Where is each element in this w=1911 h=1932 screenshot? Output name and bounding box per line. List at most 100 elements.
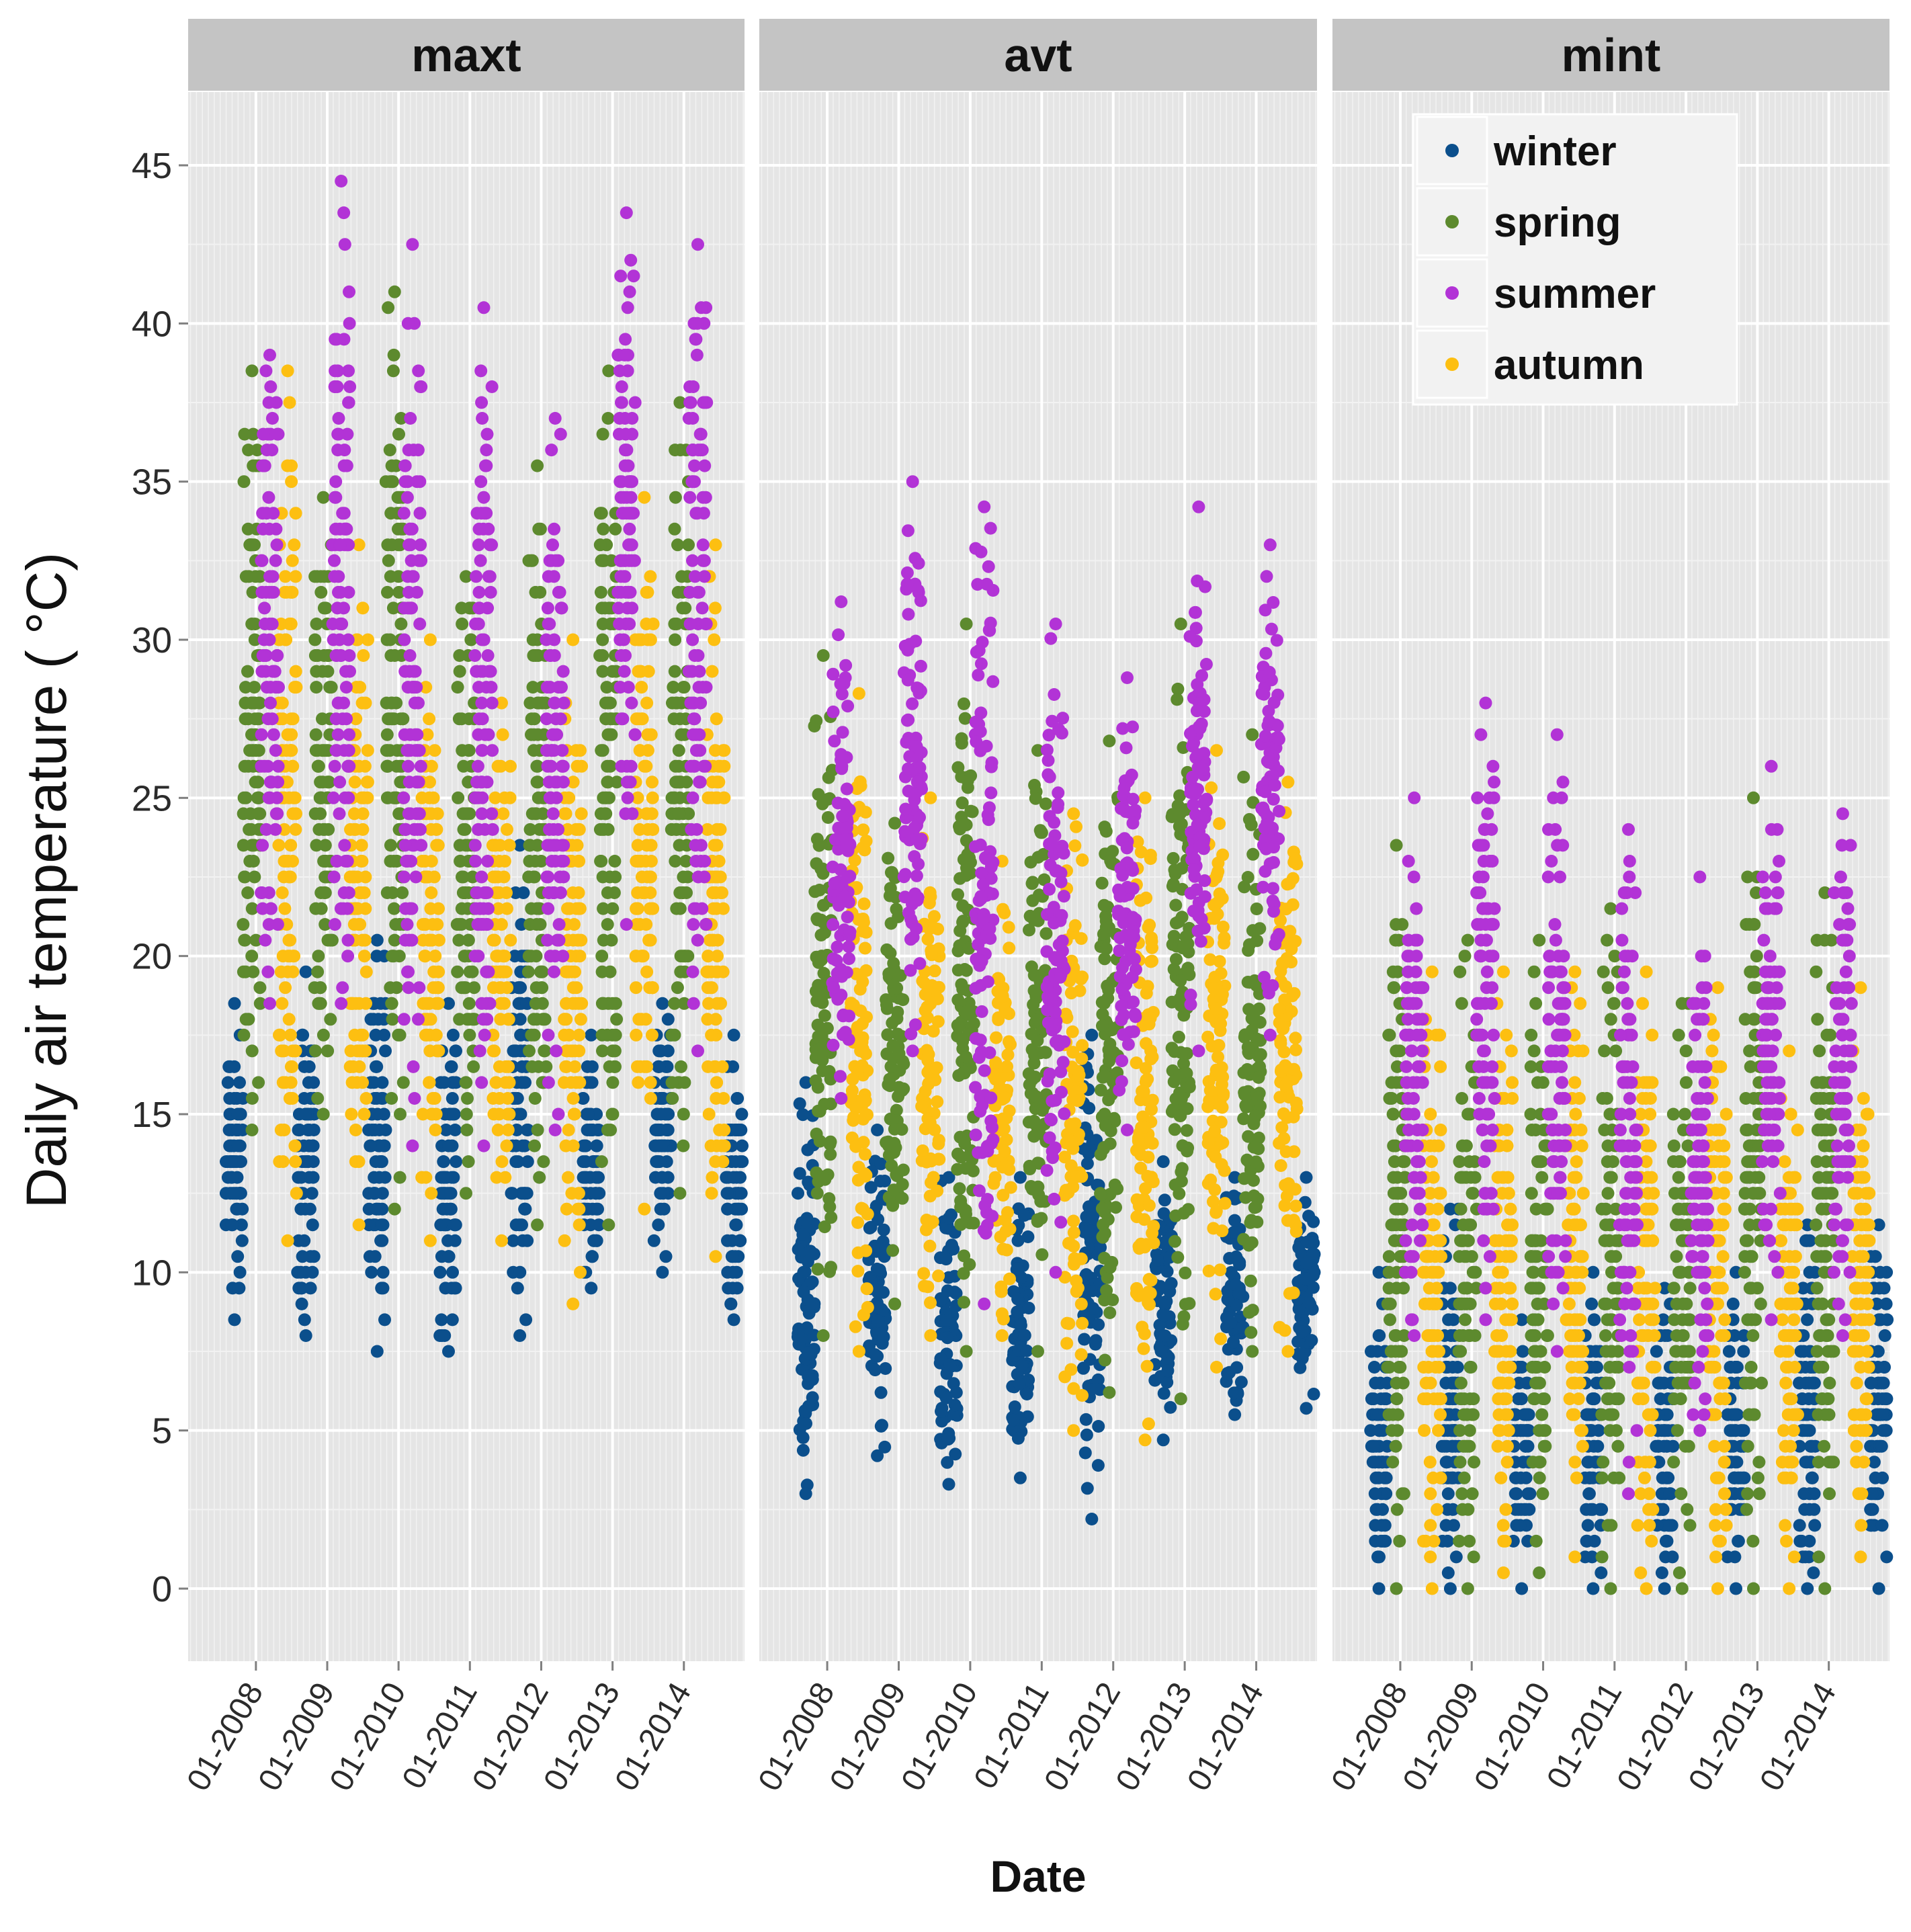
point-spring — [528, 1029, 541, 1042]
point-spring — [884, 947, 896, 960]
point-summer — [624, 286, 636, 298]
point-autumn — [352, 918, 365, 931]
point-autumn — [1001, 1206, 1014, 1219]
point-autumn — [1003, 941, 1015, 954]
point-summer — [402, 807, 415, 820]
point-summer — [485, 681, 498, 694]
point-spring — [322, 823, 335, 836]
point-spring — [1246, 924, 1259, 937]
point-summer — [626, 428, 638, 441]
point-winter — [1080, 1429, 1093, 1441]
point-summer — [331, 333, 343, 345]
point-autumn — [423, 775, 436, 788]
point-spring — [537, 1155, 550, 1168]
point-winter — [1235, 1376, 1248, 1388]
point-summer — [413, 981, 425, 994]
point-winter — [808, 1248, 820, 1261]
point-autumn — [1003, 921, 1015, 933]
point-winter — [581, 1060, 594, 1073]
point-autumn — [927, 1171, 940, 1184]
point-spring — [382, 712, 394, 725]
point-winter — [654, 1044, 667, 1057]
point-autumn — [634, 665, 646, 678]
point-autumn — [277, 1076, 290, 1089]
point-autumn — [853, 687, 865, 700]
point-spring — [535, 966, 548, 978]
point-spring — [241, 886, 254, 899]
point-autumn — [425, 1187, 437, 1200]
point-autumn — [856, 925, 869, 937]
point-summer — [469, 839, 482, 851]
point-winter — [941, 1456, 953, 1469]
point-summer — [404, 538, 417, 551]
point-spring — [1171, 1251, 1184, 1264]
point-autumn — [1060, 1337, 1073, 1350]
point-summer — [687, 997, 700, 1010]
point-autumn — [284, 396, 296, 409]
point-autumn — [1067, 807, 1080, 820]
point-summer — [406, 902, 419, 915]
point-autumn — [1070, 1285, 1083, 1298]
point-spring — [812, 1019, 824, 1032]
point-spring — [602, 1218, 615, 1231]
point-summer — [697, 507, 710, 519]
point-winter — [232, 1140, 245, 1152]
point-autumn — [630, 712, 643, 725]
point-spring — [1243, 976, 1256, 989]
point-autumn — [558, 1076, 570, 1089]
point-spring — [673, 744, 685, 757]
point-summer — [629, 728, 642, 741]
point-winter — [731, 1092, 744, 1105]
point-winter — [792, 1187, 804, 1200]
point-winter — [449, 1124, 462, 1136]
point-autumn — [493, 855, 506, 868]
point-spring — [461, 1092, 474, 1105]
point-autumn — [1134, 894, 1147, 907]
point-summer — [556, 760, 568, 773]
point-summer — [694, 697, 707, 710]
point-autumn — [932, 1269, 945, 1282]
point-spring — [240, 570, 253, 583]
point-autumn — [570, 823, 583, 836]
point-autumn — [574, 1266, 587, 1279]
point-spring — [314, 586, 327, 599]
point-summer — [841, 871, 854, 884]
point-spring — [464, 966, 476, 978]
point-summer — [486, 380, 499, 393]
point-summer — [901, 578, 914, 591]
point-summer — [405, 934, 418, 947]
point-summer — [269, 523, 282, 536]
point-spring — [594, 538, 607, 551]
point-spring — [1240, 1101, 1252, 1114]
point-autumn — [572, 1203, 585, 1216]
point-summer — [333, 428, 345, 441]
point-winter — [1009, 1400, 1021, 1413]
point-spring — [1252, 1034, 1265, 1046]
point-summer — [687, 792, 699, 804]
point-spring — [530, 918, 543, 931]
point-summer — [256, 886, 269, 899]
point-spring — [314, 775, 327, 788]
point-winter — [445, 1203, 458, 1216]
point-autumn — [489, 792, 502, 804]
point-winter — [935, 1405, 947, 1418]
point-winter — [945, 1238, 958, 1251]
point-autumn — [702, 1060, 714, 1073]
point-winter — [377, 1266, 390, 1279]
point-summer — [258, 634, 271, 646]
point-summer — [401, 918, 414, 931]
point-autumn — [353, 997, 366, 1010]
point-autumn — [1002, 1048, 1015, 1061]
point-winter — [1090, 1334, 1103, 1347]
point-autumn — [646, 1029, 659, 1042]
point-winter — [944, 1358, 957, 1371]
point-spring — [960, 1162, 972, 1175]
point-spring — [1177, 1310, 1190, 1323]
point-autumn — [495, 981, 507, 994]
point-winter — [872, 1315, 884, 1328]
point-summer — [543, 886, 556, 899]
point-summer — [697, 538, 710, 551]
point-spring — [314, 792, 327, 804]
point-spring — [677, 681, 690, 694]
point-summer — [269, 681, 282, 694]
